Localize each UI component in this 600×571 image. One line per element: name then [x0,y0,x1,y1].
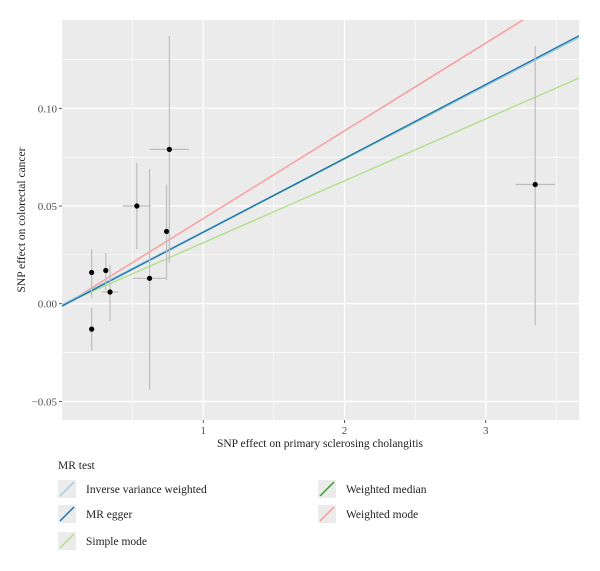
line-weighted-mode [62,20,525,307]
legend-label: MR egger [86,509,132,521]
data-point [163,228,170,235]
data-point [146,275,153,281]
x-axis-label: SNP effect on primary sclerosing cholang… [217,438,424,450]
legend-title: MR test [58,460,96,472]
x-axis: 1 2 3 [201,420,489,437]
data-point [89,326,95,332]
y-tick-label: 0.10 [38,103,58,115]
legend-item: Inverse variance weighted [58,480,207,498]
data-point [103,267,109,274]
regression-lines [62,20,579,307]
legend-item: Weighted mode [318,505,418,523]
legend-swatch [59,533,75,549]
y-axis-label: SNP effect on colorectal cancer [16,147,28,292]
line-simple-mode [62,77,579,306]
legend-label: Weighted mode [346,509,418,521]
plot-panel [62,20,579,420]
legend: Inverse variance weighted Weighted median… [58,480,427,550]
data-point [134,203,140,209]
legend-label: Inverse variance weighted [86,484,207,496]
y-tick-label: −0.05 [32,396,58,408]
legend-item: Weighted median [318,480,427,498]
legend-swatch [59,481,75,497]
line-mr-egger [62,35,579,307]
data-point [107,289,113,295]
x-tick-label: 1 [201,425,207,437]
data-point [532,181,538,188]
y-tick-label: 0.05 [38,201,58,213]
legend-swatch [59,506,75,522]
legend-swatch [319,506,335,522]
x-tick-label: 3 [483,425,489,437]
data-point [166,146,172,152]
x-tick-label: 2 [342,425,348,437]
legend-item: Simple mode [58,532,147,550]
legend-label: Weighted median [346,484,427,496]
data-points [89,146,538,332]
y-tick-label: 0.00 [38,299,58,311]
data-point [89,269,95,276]
legend-swatch [319,481,335,497]
legend-item: MR egger [58,505,132,523]
legend-label: Simple mode [86,536,147,548]
y-axis: −0.05 0.00 0.05 0.10 [32,103,62,408]
